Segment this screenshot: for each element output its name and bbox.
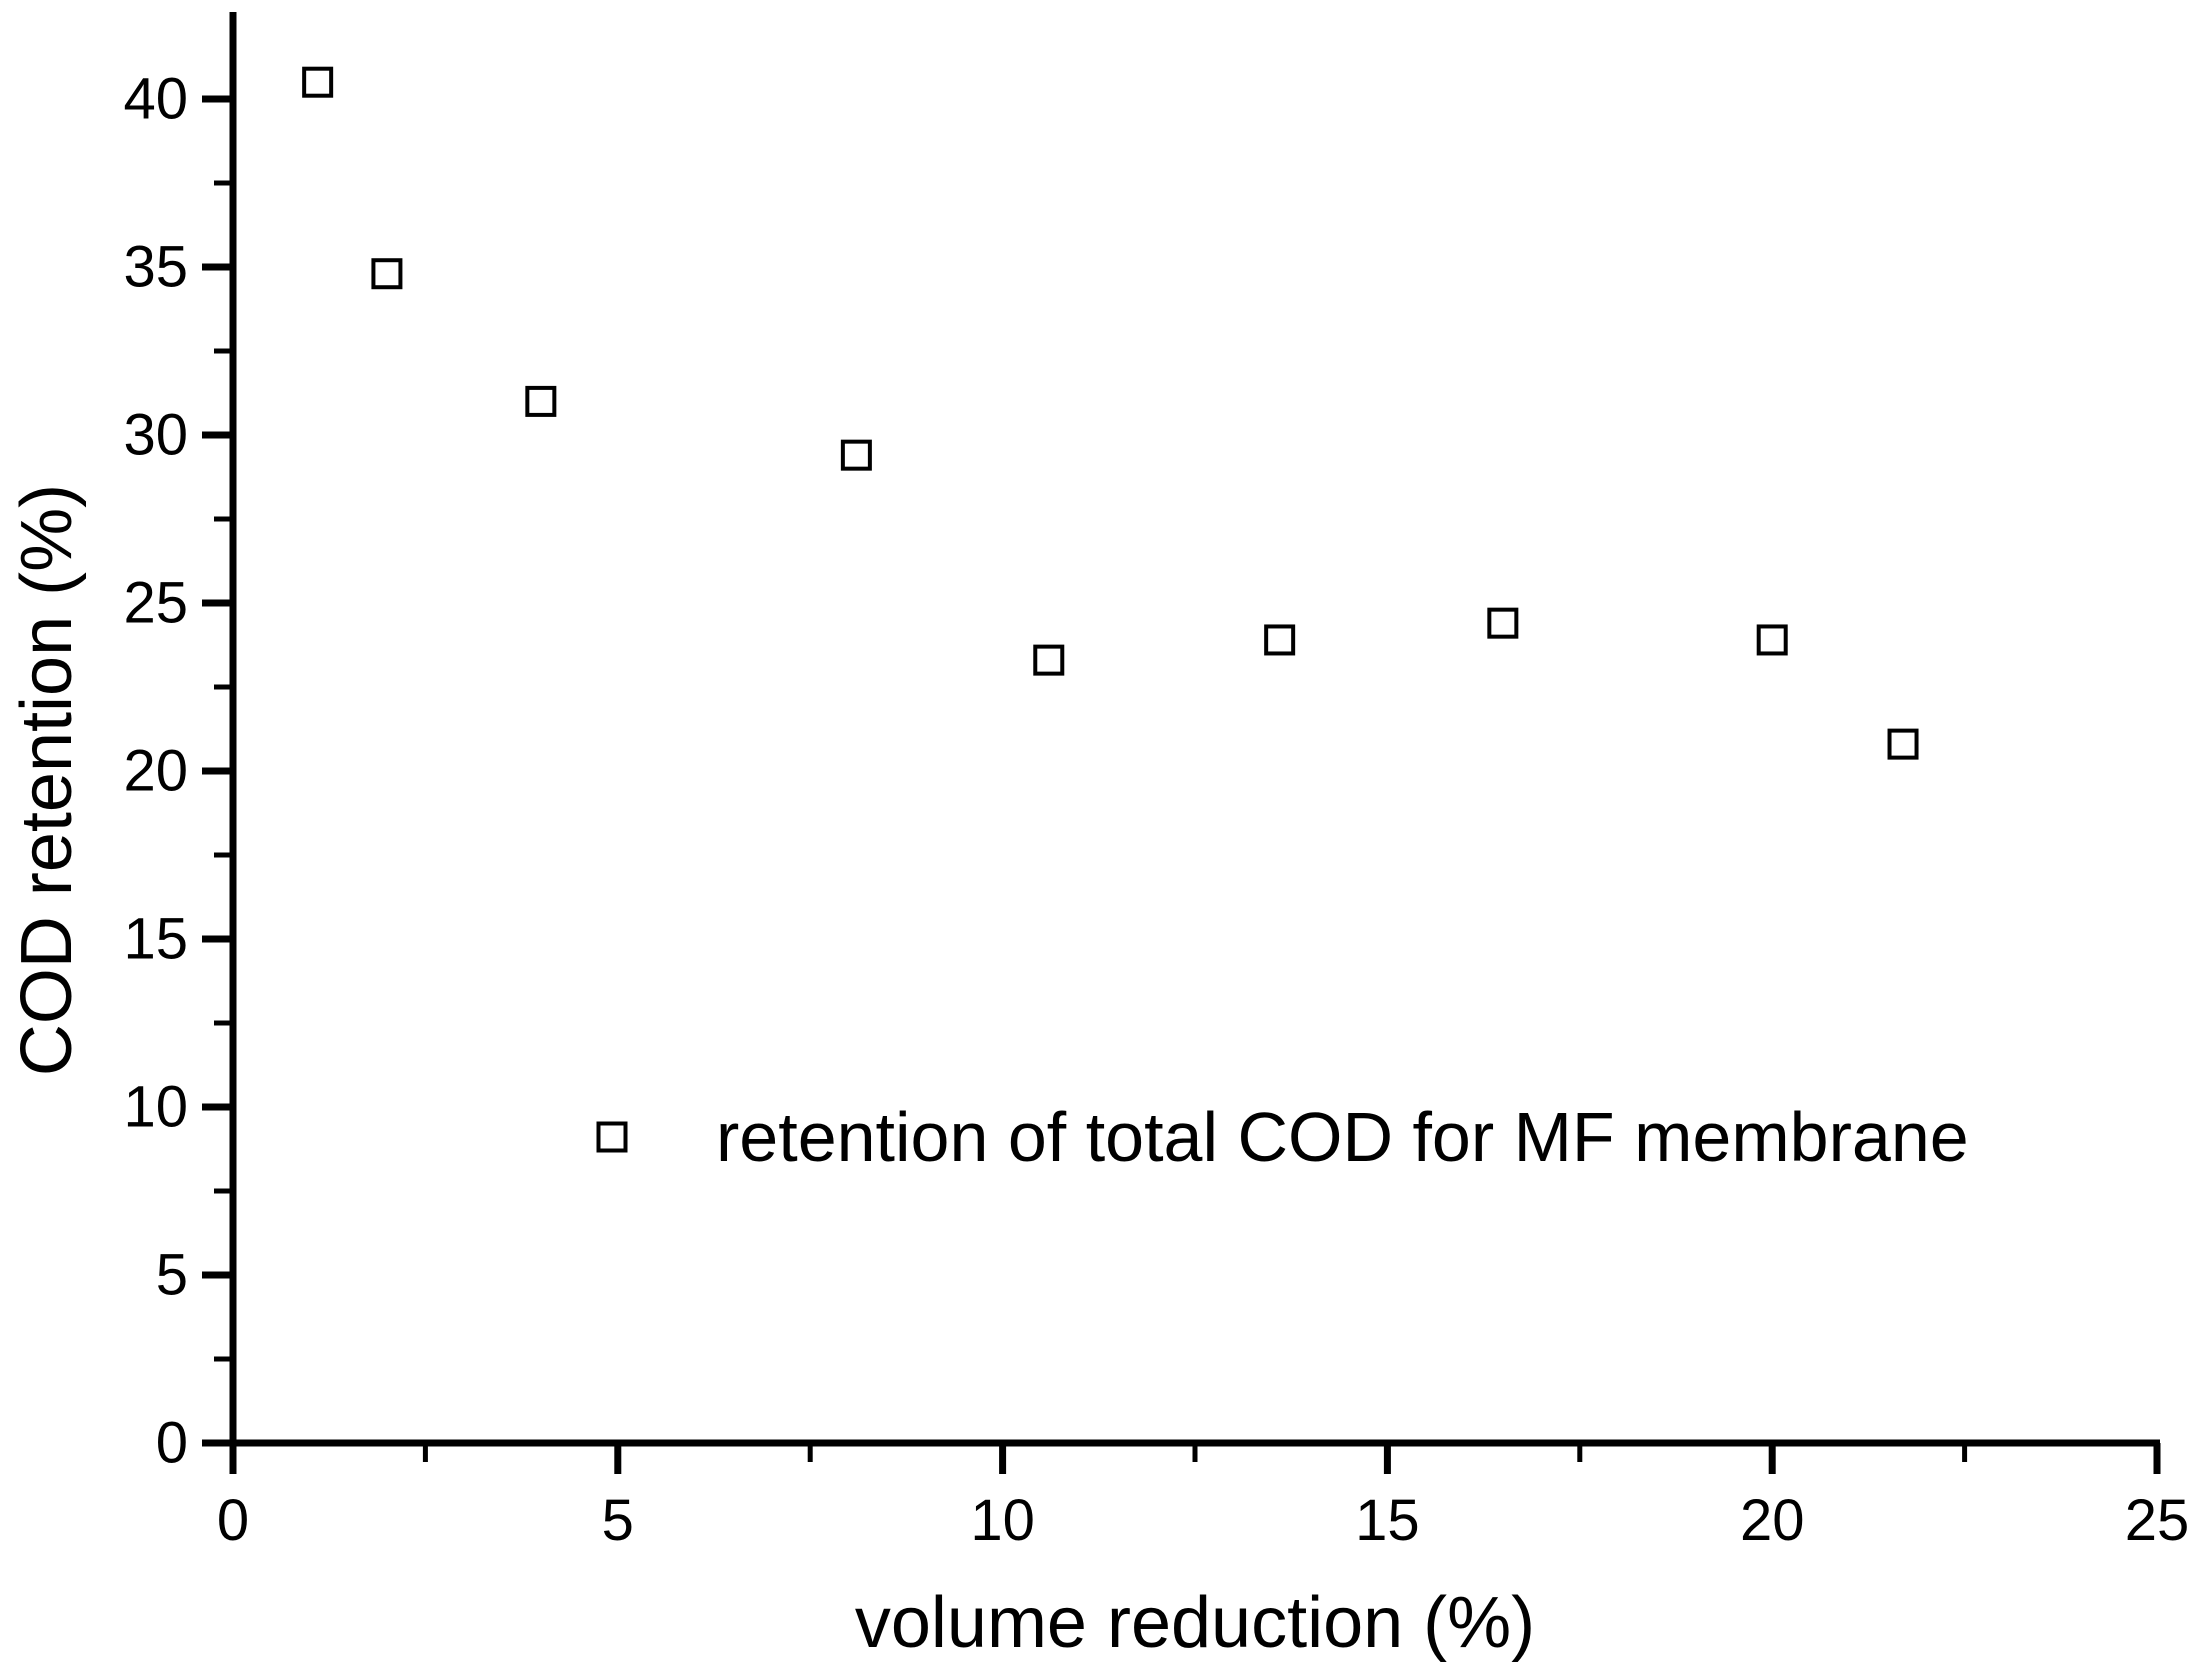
x-axis-title: volume reduction (%) (854, 1583, 1536, 1663)
x-tick-label: 5 (602, 1488, 634, 1553)
y-axis-title: COD retention (%) (7, 483, 87, 1077)
x-tick-label: 15 (1355, 1488, 1420, 1553)
data-point-marker (840, 439, 872, 471)
x-tick-label: 0 (217, 1488, 249, 1553)
data-point-marker (1487, 607, 1519, 639)
data-point-marker (525, 385, 557, 417)
data-point-marker (302, 66, 334, 98)
data-point-marker (1756, 624, 1788, 656)
data-point-marker (1264, 624, 1296, 656)
y-tick-label: 5 (156, 1243, 188, 1308)
y-tick-label: 30 (123, 403, 188, 468)
data-point-marker (371, 258, 403, 290)
y-tick-label: 10 (123, 1075, 188, 1140)
y-tick-label: 40 (123, 67, 188, 132)
y-tick-label: 20 (123, 739, 188, 804)
legend-label: retention of total COD for MF membrane (716, 1098, 1969, 1176)
data-point-marker (1033, 644, 1065, 676)
y-tick-label: 15 (123, 907, 188, 972)
x-tick-label: 25 (2125, 1488, 2190, 1553)
x-tick-label: 10 (970, 1488, 1035, 1553)
y-tick-label: 0 (156, 1411, 188, 1476)
y-tick-label: 25 (123, 571, 188, 636)
open-square-icon (596, 1121, 628, 1153)
data-point-marker (1887, 728, 1919, 760)
y-tick-label: 35 (123, 235, 188, 300)
legend: retention of total COD for MF membrane (596, 1097, 1969, 1177)
x-tick-label: 20 (1740, 1488, 1805, 1553)
